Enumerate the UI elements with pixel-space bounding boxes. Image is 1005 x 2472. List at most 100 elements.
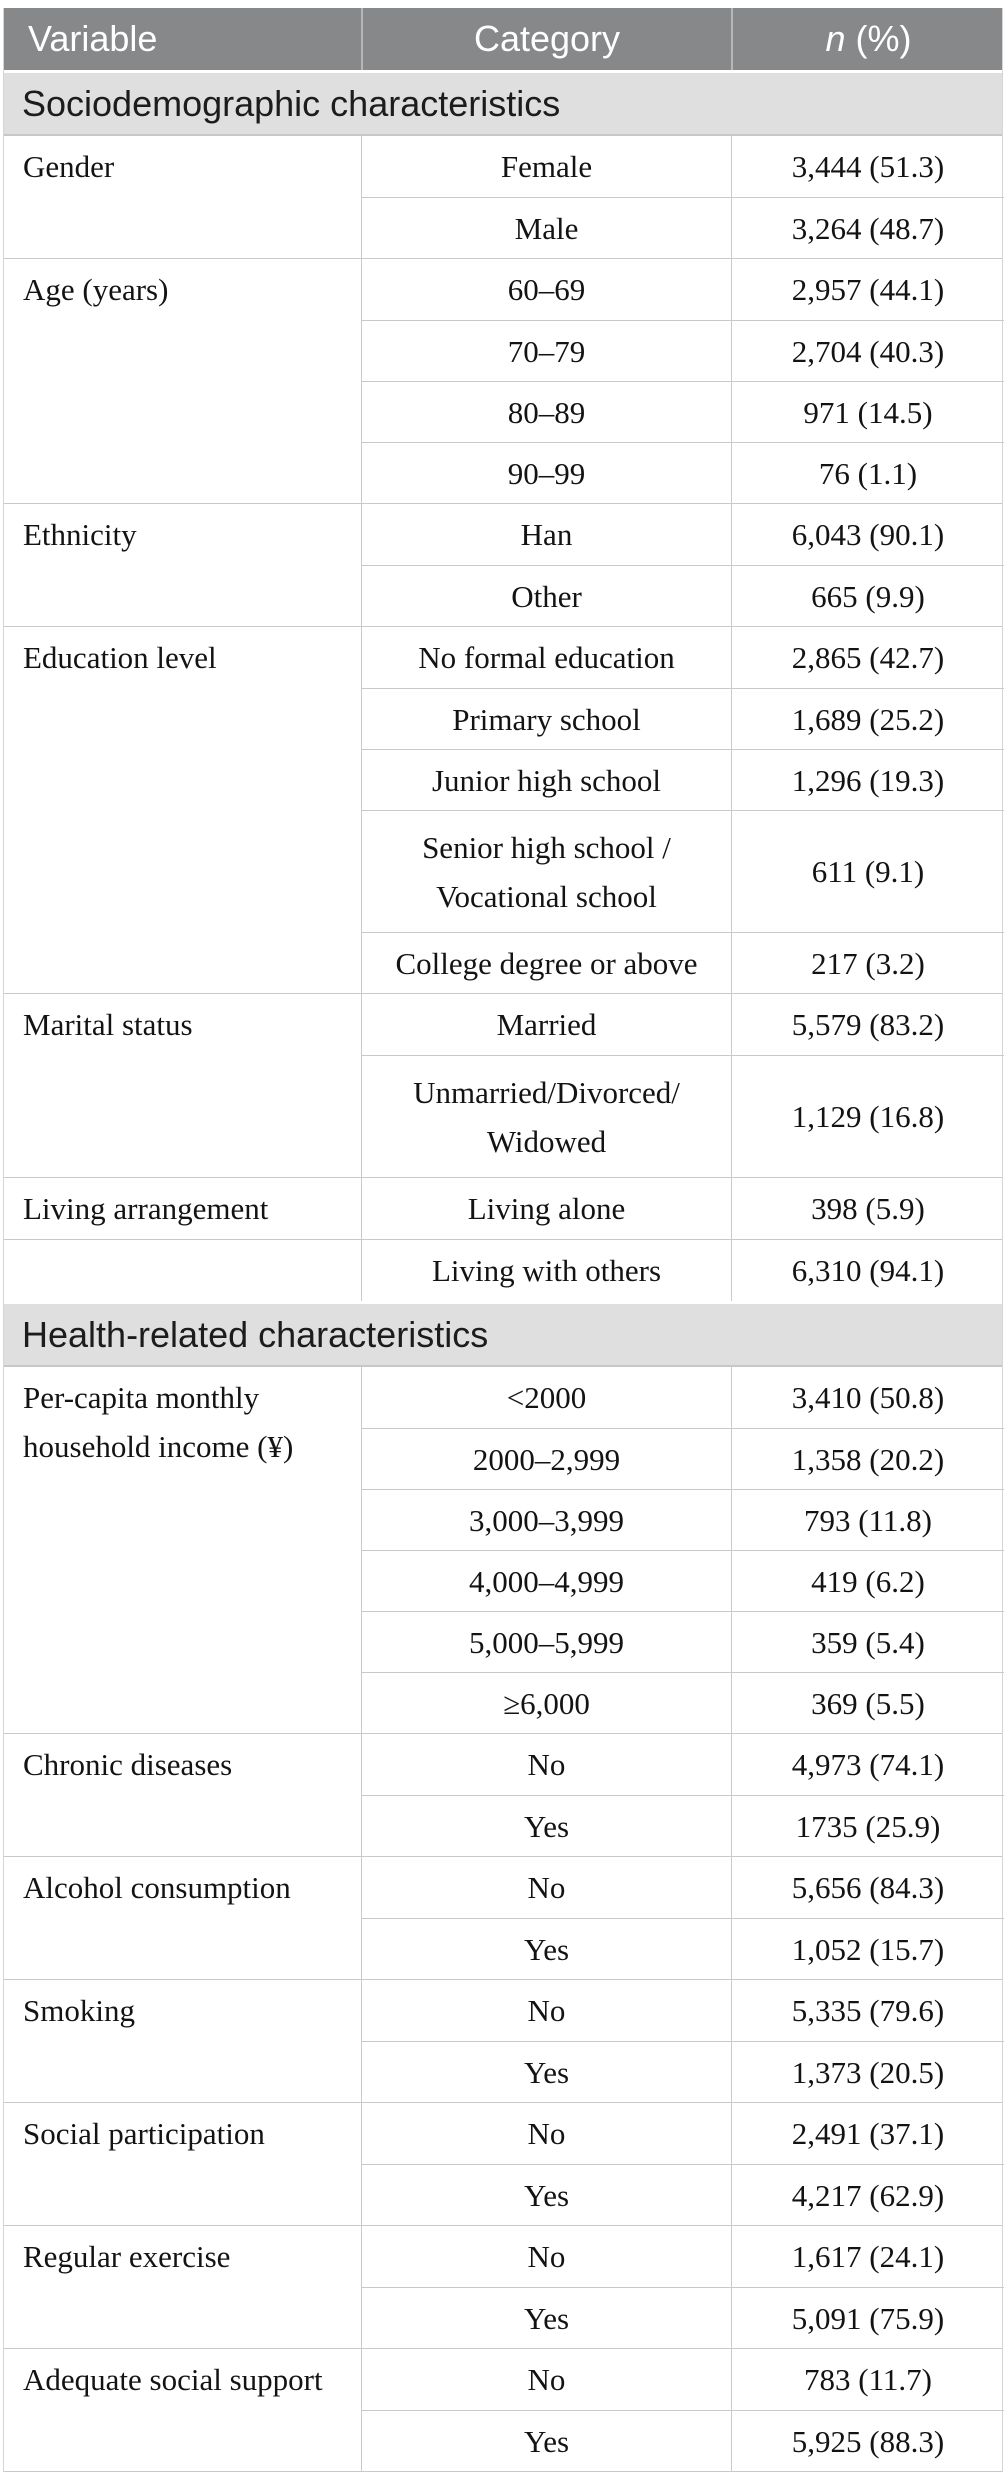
category-cell: College degree or above [361,932,731,993]
section-rows: Gender Female 3,444 (51.3) Male 3,264 (48.7)… [4,136,1004,1301]
category-cell: Yes [361,2041,731,2102]
value-cell: 4,217 (62.9) [731,2164,1004,2225]
value-cell: 783 (11.7) [731,2349,1004,2410]
category-cell: Yes [361,2410,731,2471]
category-cell: No [361,2103,731,2164]
value-cell: 1,129 (16.8) [731,1055,1004,1177]
category-cell: Other [361,565,731,626]
category-cell: 90–99 [361,442,731,503]
value-cell: 3,264 (48.7) [731,197,1004,258]
variable-cell: Per-capita monthly household income (¥) [23,1380,294,1464]
column-header-n-percent: n (%) [731,8,1004,70]
variable-group: Ethnicity Han 6,043 (90.1) Other 665 (9.9) [4,503,1004,626]
value-cell: 4,973 (74.1) [731,1734,1004,1795]
category-cell: 60–69 [361,259,731,320]
category-cell: <2000 [361,1367,731,1428]
variable-cell: Education level [23,640,217,675]
value-cell: 665 (9.9) [731,565,1004,626]
variable-cell: Living arrangement [23,1191,269,1226]
value-cell: 369 (5.5) [731,1672,1004,1733]
value-cell: 1,296 (19.3) [731,749,1004,810]
variable-cell [4,1240,361,1301]
category-cell: No [361,2226,731,2287]
value-cell: 1,358 (20.2) [731,1428,1004,1489]
section-title: Health-related characteristics [22,1313,489,1355]
variable-cell: Smoking [23,1993,135,2028]
variable-group: Regular exercise No 1,617 (24.1) Yes 5,091 (… [4,2225,1004,2348]
category-cell: Living with others [361,1240,731,1301]
category-cell: No [361,2349,731,2410]
value-cell: 398 (5.9) [731,1178,1004,1239]
category-cell: No [361,1980,731,2041]
variable-cell: Ethnicity [23,517,137,552]
variable-cell: Chronic diseases [23,1747,233,1782]
variable-cell: Adequate social support [23,2362,323,2397]
value-cell: 2,957 (44.1) [731,259,1004,320]
value-cell: 3,444 (51.3) [731,136,1004,197]
value-cell: 359 (5.4) [731,1611,1004,1672]
table-body: Sociodemographic characteristics Gender Fe… [4,70,1004,2471]
category-cell: Married [361,994,731,1055]
variable-cell: Regular exercise [23,2239,231,2274]
characteristics-table: Variable Category n (%) Sociodemographic… [3,8,1004,2472]
category-cell: Junior high school [361,749,731,810]
category-cell: Primary school [361,688,731,749]
variable-group: Marital status Married 5,579 (83.2) Unmarri… [4,993,1004,1177]
value-cell: 2,865 (42.7) [731,627,1004,688]
variable-group: Gender Female 3,444 (51.3) Male 3,264 (48.7) [4,136,1004,258]
variable-group: Alcohol consumption No 5,656 (84.3) Yes 1,05… [4,1856,1004,1979]
section-header: Sociodemographic characteristics [4,70,1002,136]
category-cell: Han [361,504,731,565]
category-cell: No [361,1734,731,1795]
column-header-category: Category [361,8,731,70]
value-cell: 5,656 (84.3) [731,1857,1004,1918]
variable-group: Chronic diseases No 4,973 (74.1) Yes 1735 (2… [4,1733,1004,1856]
value-cell: 76 (1.1) [731,442,1004,503]
category-cell: 5,000–5,999 [361,1611,731,1672]
category-cell: 2000–2,999 [361,1428,731,1489]
category-cell: No formal education [361,627,731,688]
category-cell: 4,000–4,999 [361,1550,731,1611]
value-cell: 5,091 (75.9) [731,2287,1004,2348]
variable-group: Per-capita monthly household income (¥) <… [4,1367,1004,1733]
value-cell: 5,925 (88.3) [731,2410,1004,2471]
value-cell: 6,310 (94.1) [731,1240,1004,1301]
n-percent-suffix: (%) [845,18,912,59]
variable-cell: Social participation [23,2116,265,2151]
value-cell: 611 (9.1) [731,810,1004,932]
category-cell: 80–89 [361,381,731,442]
value-cell: 971 (14.5) [731,381,1004,442]
value-cell: 2,491 (37.1) [731,2103,1004,2164]
variable-cell: Gender [23,149,115,184]
category-cell: No [361,1857,731,1918]
variable-cell: Marital status [23,1007,193,1042]
category-cell: Male [361,197,731,258]
table-header-row: Variable Category n (%) [4,8,1002,70]
value-cell: 793 (11.8) [731,1489,1004,1550]
value-cell: 1735 (25.9) [731,1795,1004,1856]
value-cell: 1,689 (25.2) [731,688,1004,749]
n-percent-label: n (%) [825,18,911,60]
column-header-variable: Variable [28,18,158,59]
variable-group: Social participation No 2,491 (37.1) Yes 4,2… [4,2102,1004,2225]
value-cell: 1,617 (24.1) [731,2226,1004,2287]
variable-cell: Alcohol consumption [23,1870,291,1905]
value-cell: 1,052 (15.7) [731,1918,1004,1979]
category-cell: Female [361,136,731,197]
category-cell: Yes [361,1795,731,1856]
value-cell: 5,335 (79.6) [731,1980,1004,2041]
value-cell: 3,410 (50.8) [731,1367,1004,1428]
variable-group: Smoking No 5,335 (79.6) Yes 1,373 (20.5) [4,1979,1004,2102]
variable-group: Education level No formal education 2,865 … [4,626,1004,993]
category-cell: Yes [361,2287,731,2348]
section-header: Health-related characteristics [4,1301,1002,1367]
category-cell: Senior high school / Vocational school [361,810,731,932]
section-rows: Per-capita monthly household income (¥) <… [4,1367,1004,2471]
value-cell: 419 (6.2) [731,1550,1004,1611]
category-cell: ≥6,000 [361,1672,731,1733]
category-cell: Yes [361,2164,731,2225]
value-cell: 1,373 (20.5) [731,2041,1004,2102]
category-cell: Living alone [361,1178,731,1239]
n-italic: n [825,18,846,59]
